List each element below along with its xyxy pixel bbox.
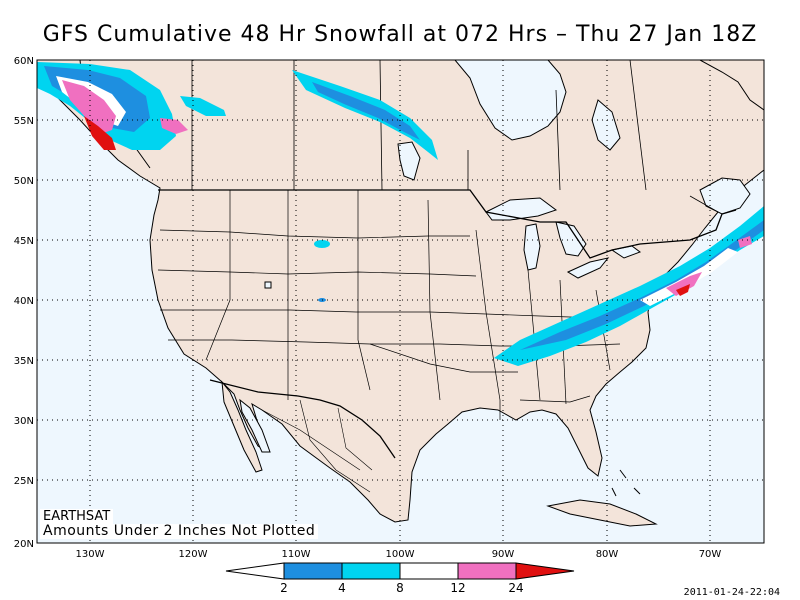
legend-swatch-8-12: [399, 562, 459, 580]
color-legend: [225, 562, 575, 580]
snow-band-alberta-pink: [160, 118, 188, 134]
legend-break-label: 2: [280, 581, 288, 595]
gulf-of-california: [239, 398, 271, 453]
lat-label: 25N: [14, 476, 34, 487]
longitude-labels: 130W 120W 110W 100W 90W 80W 70W: [76, 549, 722, 560]
legend-break-label: 24: [508, 581, 523, 595]
lat-label: 30N: [14, 416, 34, 427]
gulf-st-lawrence: [699, 177, 751, 215]
mexico-state-borders: [261, 399, 373, 493]
map-frame: [36, 59, 765, 544]
latitude-labels: 60N 55N 50N 45N 40N 35N 30N 25N 20N: [14, 56, 34, 550]
lake-erie: [566, 257, 610, 279]
legend-break-label: 12: [450, 581, 465, 595]
land-greenland: [699, 60, 764, 111]
snow-band-east-coast-pink: [666, 272, 702, 296]
snow-band-alberta: [180, 96, 226, 116]
legend-break-label: 4: [338, 581, 346, 595]
canada-us-border: [158, 189, 737, 259]
legend-cap-low: [225, 562, 285, 580]
lon-label: 100W: [386, 549, 415, 560]
lat-label: 40N: [14, 296, 34, 307]
snow-band-east-coast: [494, 206, 764, 366]
lon-label: 80W: [596, 549, 619, 560]
lat-label: 45N: [14, 236, 34, 247]
snow-spot-wyoming: [314, 240, 330, 248]
us-state-borders: [157, 190, 621, 420]
us-mexico-border: [209, 379, 396, 459]
canada-province-borders: [191, 60, 719, 213]
snow-band-new-england-pink: [738, 236, 752, 248]
lon-label: 90W: [492, 549, 515, 560]
graticule: [37, 60, 764, 543]
bahamas: [611, 469, 641, 497]
baja-california: [221, 380, 263, 473]
lat-label: 35N: [14, 356, 34, 367]
legend-labels: 2 4 8 12 24: [280, 581, 523, 595]
lake-superior: [485, 197, 558, 221]
snow-band-northern-manitoba-core: [312, 82, 420, 140]
lake-huron: [555, 221, 587, 257]
legend-swatch-12-24: [457, 562, 517, 580]
lat-label: 55N: [14, 116, 34, 127]
lon-label: 130W: [76, 549, 105, 560]
source-note: EARTHSAT: [40, 509, 114, 524]
map-title: GFS Cumulative 48 Hr Snowfall at 072 Hrs…: [42, 22, 758, 47]
lat-label: 50N: [14, 176, 34, 187]
lat-label: 20N: [14, 539, 34, 550]
lon-label: 120W: [179, 549, 208, 560]
snow-band-bc-max: [84, 116, 116, 150]
lat-label: 60N: [14, 56, 34, 67]
legend-break-label: 8: [396, 581, 404, 595]
lon-label: 70W: [699, 549, 722, 560]
threshold-note: Amounts Under 2 Inches Not Plotted: [40, 524, 319, 539]
lon-label: 110W: [282, 549, 311, 560]
cuba: [546, 499, 658, 527]
legend-swatch-4-8: [341, 562, 401, 580]
hudson-bay: [454, 60, 567, 141]
legend-cap-high: [515, 562, 575, 580]
lake-michigan: [523, 223, 541, 271]
timestamp: 2011-01-24-22:04: [683, 587, 780, 598]
great-salt-lake: [264, 281, 272, 289]
snow-band-east-coast-max: [676, 284, 690, 296]
legend-swatch-2-4: [283, 562, 343, 580]
